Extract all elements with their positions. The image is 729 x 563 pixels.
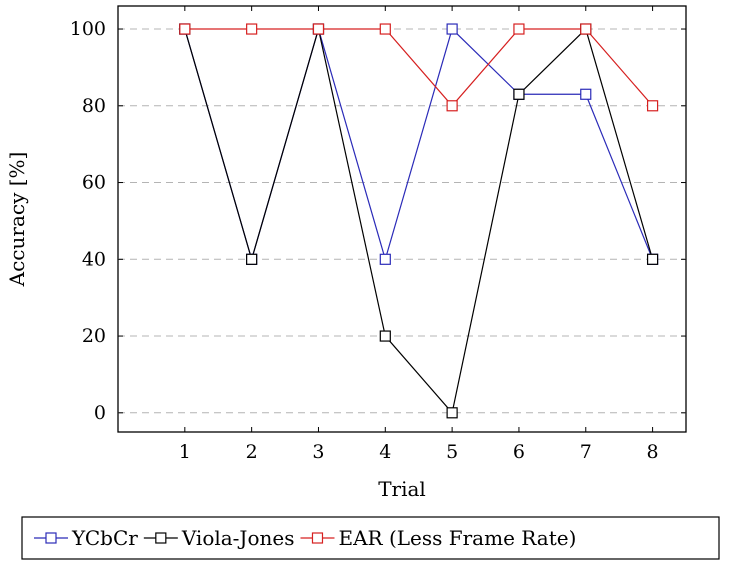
x-tick-label: 1 (179, 441, 191, 463)
y-tick-label: 80 (82, 95, 106, 117)
x-tick-label: 6 (513, 441, 525, 463)
y-axis-title: Accuracy [%] (5, 152, 29, 288)
data-point-marker (246, 23, 258, 35)
data-point-marker (446, 407, 458, 419)
x-tick-label: 5 (446, 441, 458, 463)
y-tick-label: 100 (70, 18, 106, 40)
data-point-marker (379, 330, 391, 342)
data-point-marker (646, 253, 659, 265)
data-point-marker (246, 253, 258, 265)
data-point-marker (580, 23, 592, 35)
y-tick-label: 20 (82, 325, 106, 347)
legend-label-2: Viola-Jones (181, 526, 295, 550)
legend-box (21, 516, 720, 560)
data-point-marker (446, 23, 458, 35)
axis-ticks (118, 6, 686, 432)
tick-labels: 0 20 40 60 80 100 1 2 3 4 5 6 7 8 (70, 18, 659, 463)
plot-area-frame (117, 5, 687, 433)
data-point-marker (580, 88, 592, 100)
data-point-marker (379, 23, 391, 35)
x-tick-label: 7 (580, 441, 592, 463)
legend-marker-3 (311, 532, 324, 544)
x-axis-title: Trial (378, 477, 426, 501)
x-tick-label: 2 (246, 441, 258, 463)
legend-label-1: YCbCr (71, 526, 138, 550)
data-markers (179, 23, 659, 419)
x-tick-label: 3 (312, 441, 324, 463)
legend-marker-2 (155, 532, 167, 544)
y-tick-label: 0 (94, 402, 106, 424)
y-tick-label: 40 (82, 248, 106, 270)
series-lines (184, 26, 654, 415)
data-point-marker (379, 253, 391, 265)
data-point-marker (646, 100, 659, 112)
y-tick-label: 60 (82, 172, 106, 194)
legend-marker-1 (45, 532, 57, 544)
legend: YCbCr Viola-Jones EAR (Less Frame Rate) (34, 526, 576, 550)
x-tick-label: 8 (647, 441, 659, 463)
data-point-marker (513, 88, 525, 100)
series-line-1 (184, 26, 654, 262)
data-point-marker (513, 23, 525, 35)
series-line-3 (184, 28, 654, 107)
data-point-marker (179, 23, 191, 35)
legend-label-3: EAR (Less Frame Rate) (338, 526, 576, 550)
data-point-marker (312, 23, 325, 35)
series-line-2 (184, 27, 654, 415)
data-point-marker (446, 100, 458, 112)
x-tick-label: 4 (379, 441, 391, 463)
